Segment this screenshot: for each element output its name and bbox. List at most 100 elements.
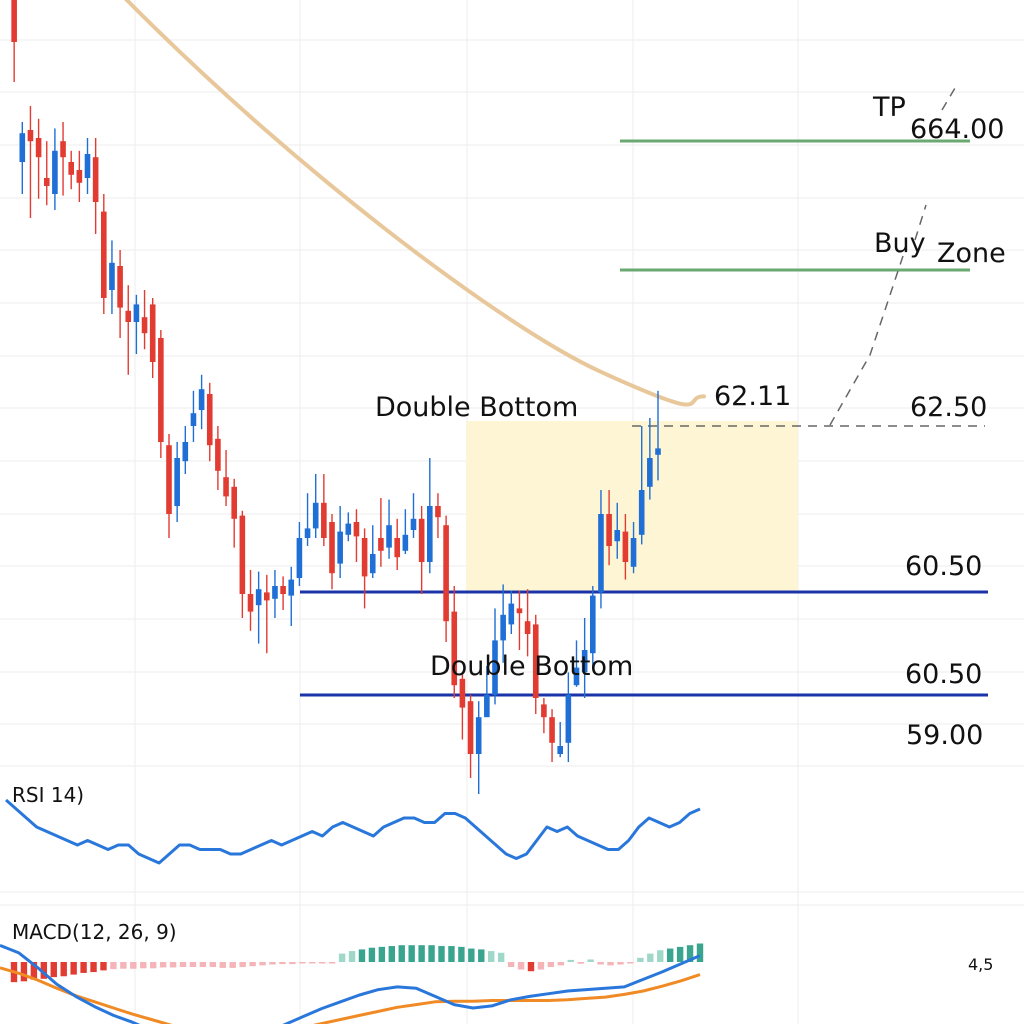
macd-hist-bar-64 [647,953,654,962]
macd-hist-bar-56 [567,959,574,962]
candle-40 [329,514,335,590]
candle-35 [288,566,295,626]
candle-body-39 [321,502,327,538]
candle-31 [255,571,262,644]
candle-47 [386,499,392,559]
macd-hist-bar-1 [20,962,28,982]
macd-hist-bar-15 [159,962,167,968]
candle-28 [231,478,237,548]
macd-hist-bar-30 [309,962,316,964]
candle-body-63 [516,608,523,614]
candle-body-64 [524,621,531,634]
candle-body-66 [541,704,547,718]
candle-77 [630,522,637,574]
candle-body-36 [296,538,303,578]
candle-body-46 [378,538,384,551]
candle-body-29 [239,515,246,594]
candle-body-40 [329,522,335,574]
candle-body-7 [60,141,66,158]
candle-56 [459,672,466,740]
candle-body-23 [190,413,197,426]
macd-hist-bar-8 [90,962,97,973]
candle-79 [647,418,653,500]
candle-16 [133,294,140,354]
macd-hist-bar-24 [249,962,256,967]
candle-body-41 [337,531,343,564]
candle-body-34 [280,586,286,594]
candle-body-45 [369,554,376,574]
macd-hist-bar-36 [368,947,376,962]
macd-hist-bar-29 [299,962,306,964]
candle-71 [581,618,588,698]
candle-22 [182,426,189,474]
candle-73 [598,490,604,609]
macd-hist-bar-55 [557,962,565,966]
candle-65 [532,614,539,714]
macd-hist-bar-60 [607,962,614,966]
candle-19 [158,330,164,458]
price-level-layer [300,87,988,697]
macd-hist-bar-52 [527,962,535,972]
candle-body-22 [182,442,189,462]
macd-hist-bar-35 [358,949,366,962]
macd-hist-bar-4 [50,962,57,978]
candle-1 [11,0,17,82]
candle-60 [492,608,498,705]
macd-hist-bar-66 [666,948,674,962]
candle-11 [92,138,99,234]
candle-5 [43,141,50,206]
candle-57 [467,694,474,778]
candle-48 [394,518,400,570]
candle-body-62 [508,603,515,625]
candle-body-1 [11,0,17,42]
candle-26 [215,426,221,490]
candle-body-80 [655,448,661,455]
candle-body-48 [394,538,400,558]
candle-78 [638,426,645,545]
macd-hist-bar-32 [328,962,336,964]
candle-body-38 [312,502,319,529]
candle-body-33 [272,586,278,599]
macd-hist-bar-43 [438,946,445,962]
candles-layer [11,0,661,794]
macd-hist-bar-41 [418,945,425,962]
macd-hist-bar-10 [110,962,117,970]
candle-body-37 [304,528,311,538]
macd-hist-bar-19 [199,962,207,968]
macd-hist-bar-57 [577,962,584,964]
candle-72 [590,586,596,670]
candle-body-57 [467,701,474,754]
macd-hist-bar-47 [478,949,485,962]
candle-68 [557,722,563,758]
candle-37 [304,493,311,546]
candle-body-16 [133,304,140,322]
candle-3 [27,106,34,218]
candle-42 [345,512,352,542]
candle-41 [337,506,343,578]
projection-path-upper [941,87,956,111]
candle-80 [655,390,661,481]
double-bottom-bottom-label: Double Bottom [430,651,633,682]
macd-hist-bar-67 [676,946,684,962]
candle-38 [312,474,319,538]
candle-body-32 [264,592,270,601]
macd-hist-bar-68 [686,945,694,962]
candle-body-30 [247,594,254,612]
candle-70 [573,640,580,687]
candle-52 [427,458,433,574]
macd-hist-bar-51 [517,962,525,970]
macd-hist-bar-42 [428,945,435,962]
candle-51 [418,506,425,594]
candle-body-55 [451,611,458,686]
candle-25 [206,382,213,462]
candle-66 [541,698,547,734]
support-price-label-2: 60.50 [905,659,982,690]
candle-30 [247,570,254,631]
candle-9 [76,150,83,202]
candle-body-12 [101,211,107,298]
macd-hist-bar-69 [696,943,704,962]
macd-hist-bar-11 [120,962,127,969]
candle-10 [84,138,91,194]
macd-hist-bar-33 [338,953,346,962]
candle-21 [174,442,180,522]
